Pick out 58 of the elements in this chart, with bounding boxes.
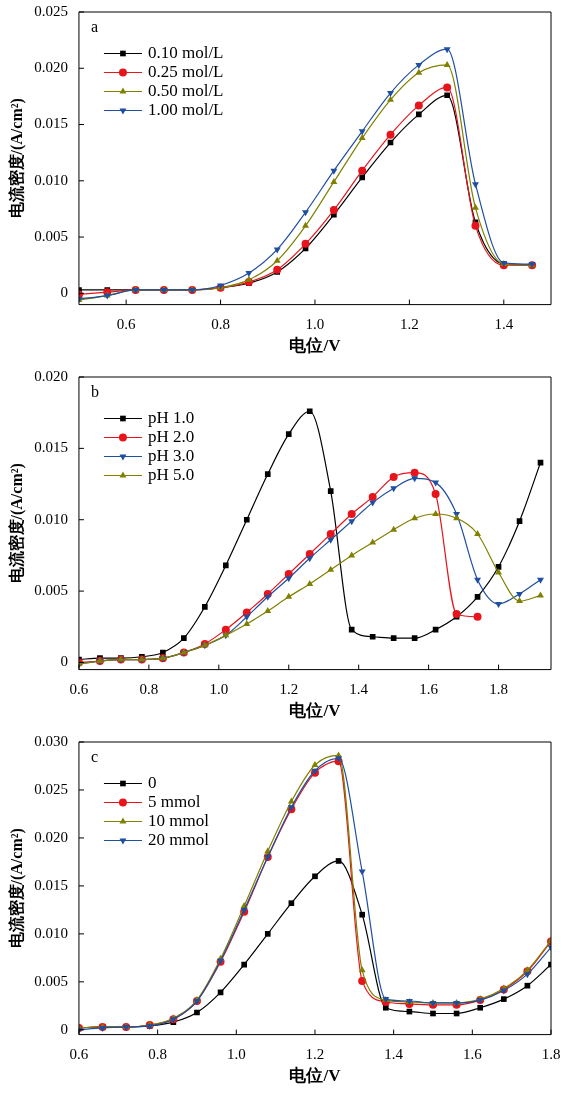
y-tick-label: 0.020 bbox=[34, 367, 68, 384]
legend-label: 0 bbox=[147, 772, 157, 792]
y-tick-label: 0 bbox=[60, 653, 68, 670]
legend-label: 0.25 mol/L bbox=[147, 61, 224, 81]
y-tick-label: 0.020 bbox=[34, 59, 68, 76]
y-tick-label: 0.005 bbox=[34, 228, 68, 245]
x-tick-label: 1.4 bbox=[349, 680, 369, 697]
x-axis-title: 电位/V bbox=[289, 1066, 342, 1086]
y-tick-label: 0.025 bbox=[34, 780, 68, 797]
x-tick-label: 1.0 bbox=[209, 680, 229, 697]
x-tick-label: 0.8 bbox=[148, 1045, 167, 1062]
y-axis-title: 电流密度/(A/cm²) bbox=[6, 463, 26, 584]
y-tick-label: 0.015 bbox=[34, 876, 68, 893]
x-tick-label: 1.0 bbox=[226, 1045, 246, 1062]
y-tick-label: 0.005 bbox=[34, 972, 68, 989]
x-tick-label: 1.6 bbox=[462, 1045, 483, 1062]
x-tick-label: 1.6 bbox=[419, 680, 439, 697]
x-tick-label: 1.4 bbox=[384, 1045, 404, 1062]
y-tick-label: 0.010 bbox=[34, 510, 68, 527]
y-axis-title: 电流密度/(A/cm²) bbox=[6, 98, 26, 219]
x-tick-label: 0.6 bbox=[116, 315, 137, 332]
x-tick-label: 0.8 bbox=[139, 680, 159, 697]
x-tick-label: 0.6 bbox=[69, 680, 89, 697]
y-tick-label: 0.005 bbox=[34, 582, 68, 599]
y-axis-title: 电流密度/(A/cm²) bbox=[6, 828, 26, 949]
legend-label: 0.50 mol/L bbox=[147, 80, 224, 100]
legend-label: 0.10 mol/L bbox=[147, 42, 224, 62]
legend-label: 1.00 mol/L bbox=[147, 99, 224, 119]
x-tick-label: 1.8 bbox=[489, 680, 508, 697]
legend-label: pH 2.0 bbox=[147, 426, 195, 446]
x-tick-label: 0.8 bbox=[211, 315, 230, 332]
x-tick-label: 1.2 bbox=[400, 315, 419, 332]
x-tick-label: 0.6 bbox=[69, 1045, 89, 1062]
legend-label: pH 5.0 bbox=[147, 464, 195, 484]
x-tick-label: 1.2 bbox=[279, 680, 299, 697]
y-tick-label: 0.015 bbox=[34, 115, 68, 132]
annotation: b bbox=[90, 383, 99, 401]
x-tick-label: 1.4 bbox=[494, 315, 514, 332]
annotation: a bbox=[90, 18, 99, 36]
x-tick-label: 1.0 bbox=[305, 315, 325, 332]
x-axis-title: 电位/V bbox=[289, 701, 342, 721]
x-tick-label: 1.8 bbox=[541, 1045, 561, 1062]
y-tick-label: 0 bbox=[60, 284, 68, 301]
y-tick-label: 0.030 bbox=[34, 732, 68, 749]
legend-label: 20 mmol bbox=[147, 829, 210, 849]
y-tick-label: 0.020 bbox=[34, 828, 68, 845]
legend-label: 10 mmol bbox=[147, 810, 210, 830]
legend-label: pH 3.0 bbox=[147, 445, 195, 465]
y-tick-label: 0.010 bbox=[34, 171, 68, 188]
y-tick-label: 0.015 bbox=[34, 439, 68, 456]
x-tick-label: 1.2 bbox=[305, 1045, 325, 1062]
annotation: c bbox=[90, 748, 99, 766]
legend-label: 5 mmol bbox=[147, 791, 201, 811]
x-axis-title: 电位/V bbox=[289, 336, 342, 356]
y-tick-label: 0.010 bbox=[34, 924, 68, 941]
y-tick-label: 0 bbox=[60, 1020, 68, 1037]
legend-label: pH 1.0 bbox=[147, 407, 195, 427]
y-tick-label: 0.025 bbox=[34, 2, 68, 19]
